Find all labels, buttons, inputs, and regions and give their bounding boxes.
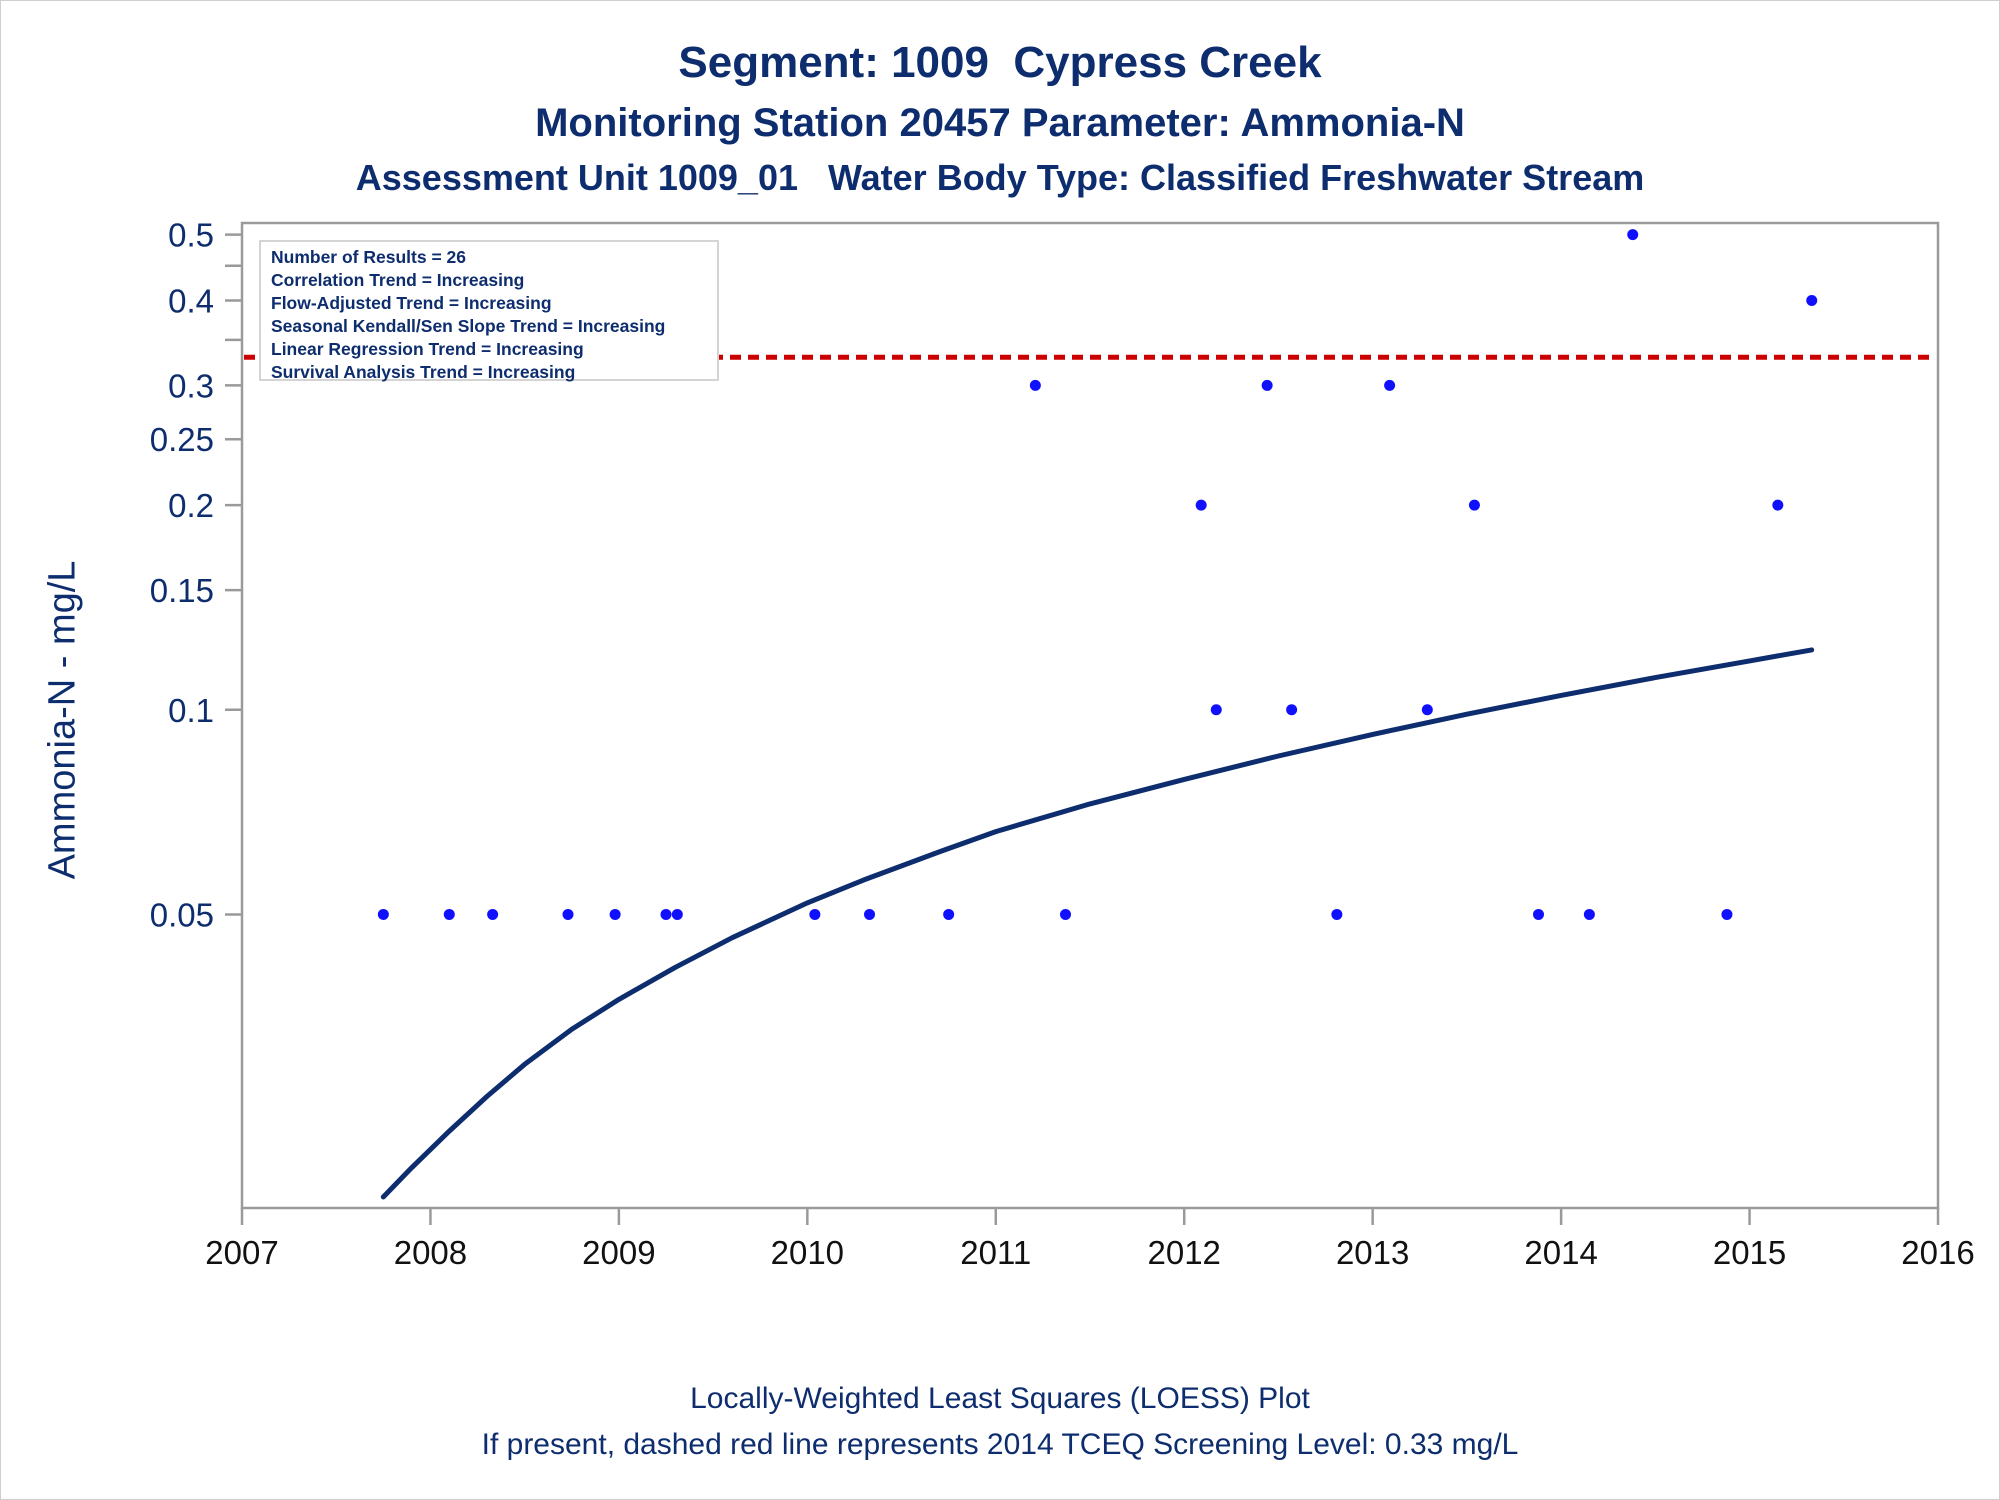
info-linear-regression-trend: Linear Regression Trend = Increasing [271, 339, 584, 359]
info-number-of-results: Number of Results = 26 [271, 247, 466, 267]
data-point [864, 908, 876, 920]
info-correlation-trend: Correlation Trend = Increasing [271, 270, 525, 290]
data-point [1384, 379, 1396, 391]
data-point [1029, 379, 1041, 391]
data-point [1261, 379, 1273, 391]
info-survival-analysis-trend: Survival Analysis Trend = Increasing [271, 362, 576, 382]
x-tick-label: 2011 [960, 1234, 1031, 1271]
data-point [809, 908, 821, 920]
chart-title: Segment: 1009 Cypress Creek [678, 38, 1322, 87]
loess-curve [380, 647, 1815, 1200]
data-point [443, 908, 455, 920]
y-tick-label: 0.4 [168, 282, 214, 319]
x-axis-ticks: 2007 2008 2009 2010 2011 2012 2013 2014 2015 2016 [205, 1208, 1975, 1271]
data-point [377, 908, 389, 920]
info-seasonal-kendall-trend: Seasonal Kendall/Sen Slope Trend = Incre… [271, 316, 666, 336]
data-point [562, 908, 574, 920]
x-tick-label: 2007 [205, 1234, 278, 1271]
data-point [1806, 294, 1818, 306]
y-tick-label: 0.5 [168, 217, 214, 254]
data-point [671, 908, 683, 920]
footer-screening-note: If present, dashed red line represents 2… [481, 1428, 1519, 1461]
data-point [1331, 908, 1343, 920]
trend-info-box: Number of Results = 26 Correlation Trend… [259, 240, 719, 382]
data-point [1721, 908, 1733, 920]
x-tick-label: 2012 [1148, 1234, 1221, 1271]
y-tick-label: 0.05 [150, 896, 214, 933]
x-tick-label: 2009 [582, 1234, 655, 1271]
y-tick-label: 0.15 [150, 572, 214, 609]
data-point [1060, 908, 1072, 920]
data-point [1286, 704, 1298, 716]
data-point [1532, 908, 1544, 920]
info-flow-adjusted-trend: Flow-Adjusted Trend = Increasing [271, 293, 552, 313]
data-point [609, 908, 621, 920]
data-point [660, 908, 672, 920]
x-tick-label: 2010 [771, 1234, 844, 1271]
footer-plot-type: Locally-Weighted Least Squares (LOESS) P… [690, 1382, 1310, 1415]
x-tick-label: 2014 [1524, 1234, 1597, 1271]
data-point [1772, 499, 1784, 511]
data-point [1583, 908, 1595, 920]
x-tick-label: 2015 [1713, 1234, 1786, 1271]
y-tick-label: 0.25 [150, 421, 214, 458]
y-tick-label: 0.1 [168, 692, 214, 729]
data-point [1468, 499, 1480, 511]
chart-subtitle-assessment: Assessment Unit 1009_01 Water Body Type:… [355, 157, 1645, 198]
data-point [943, 908, 955, 920]
data-point [487, 908, 499, 920]
data-point [1627, 229, 1639, 241]
y-tick-label: 0.3 [168, 367, 214, 404]
data-point [1421, 704, 1433, 716]
chart-subtitle-station: Monitoring Station 20457 Parameter: Ammo… [535, 101, 1465, 145]
x-tick-label: 2008 [394, 1234, 467, 1271]
y-axis-ticks: 0.05 0.1 0.15 0.2 0.25 0.3 0.4 0.5 [150, 217, 242, 933]
x-tick-label: 2016 [1901, 1234, 1974, 1271]
x-tick-label: 2013 [1336, 1234, 1409, 1271]
y-tick-label: 0.2 [168, 487, 214, 524]
data-point [1195, 499, 1207, 511]
data-point [1210, 704, 1222, 716]
data-points [377, 229, 1818, 920]
plot-area-border [240, 221, 1940, 1210]
